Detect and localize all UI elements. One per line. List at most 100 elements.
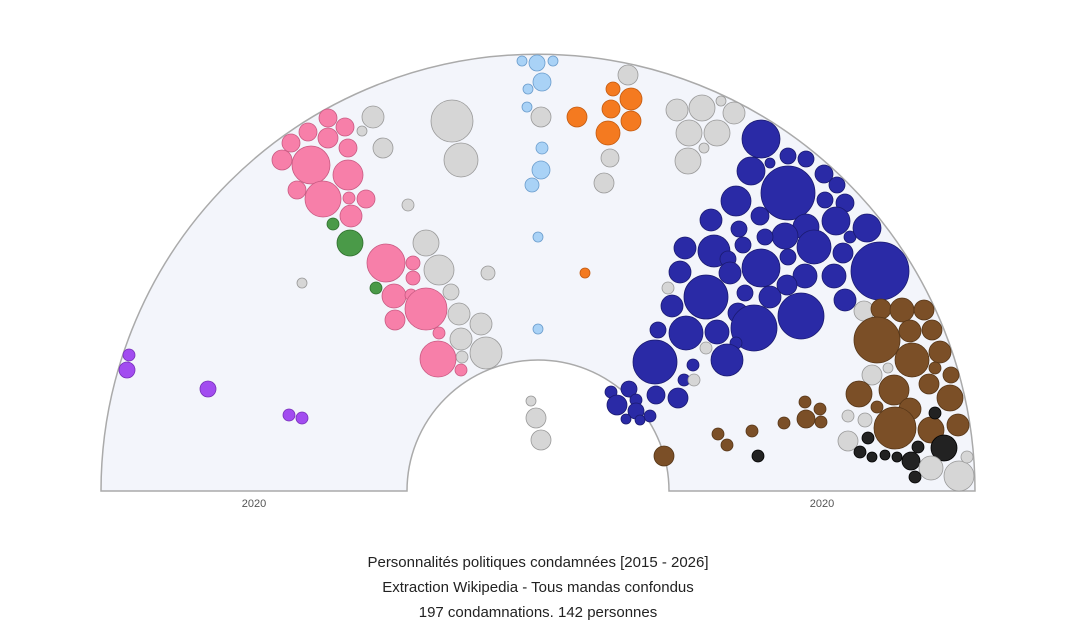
bubble — [620, 413, 632, 425]
bubble — [792, 263, 818, 289]
bubble — [764, 157, 776, 169]
bubble — [336, 229, 364, 257]
bubble — [921, 319, 943, 341]
bubble — [668, 260, 692, 284]
bubble — [936, 384, 964, 412]
bubble — [688, 94, 716, 122]
bubble — [646, 385, 666, 405]
bubble — [423, 254, 455, 286]
bubble — [381, 283, 407, 309]
bubble — [356, 125, 368, 137]
bubble — [593, 172, 615, 194]
bubble — [653, 445, 675, 467]
bubble — [332, 159, 364, 191]
bubble — [412, 229, 440, 257]
bubble — [796, 229, 832, 265]
bubble — [943, 460, 975, 492]
bubble — [879, 449, 891, 461]
caption-title: Personnalités politiques condamnées [201… — [367, 554, 708, 571]
bubble — [798, 395, 812, 409]
bubble — [454, 363, 468, 377]
bubble — [532, 72, 552, 92]
bubble — [620, 380, 638, 398]
bubble — [335, 117, 355, 137]
bubble — [861, 364, 883, 386]
bubble — [699, 208, 723, 232]
bubble — [566, 106, 588, 128]
bubble — [405, 255, 421, 271]
bubble — [287, 180, 307, 200]
bubble — [291, 145, 331, 185]
bubble — [318, 108, 338, 128]
bubble — [660, 294, 684, 318]
bubble — [339, 204, 363, 228]
bubble — [687, 373, 701, 387]
bubble — [419, 340, 457, 378]
bubble — [601, 99, 621, 119]
bubble — [317, 127, 339, 149]
bubble — [771, 222, 799, 250]
bubble — [710, 343, 744, 377]
bubble — [532, 323, 544, 335]
bubble — [816, 191, 834, 209]
bubble — [704, 319, 730, 345]
bubble — [405, 270, 421, 286]
bubble — [605, 81, 621, 97]
bubbles — [118, 54, 975, 492]
bubble — [930, 434, 958, 462]
bubble — [797, 150, 815, 168]
bubble — [516, 55, 528, 67]
bubble — [296, 277, 308, 289]
bubble — [857, 412, 873, 428]
bubble — [814, 164, 834, 184]
bubble — [878, 374, 910, 406]
bubble — [720, 185, 752, 217]
bubble — [643, 409, 657, 423]
bubble — [758, 285, 782, 309]
bubble — [432, 326, 446, 340]
bubble — [898, 319, 922, 343]
bubble — [118, 361, 136, 379]
bubble — [699, 341, 713, 355]
bubble — [525, 407, 547, 429]
bubble — [928, 361, 942, 375]
bubble — [821, 263, 847, 289]
bubble — [530, 429, 552, 451]
bubble — [828, 176, 846, 194]
bubble — [447, 302, 471, 326]
bubble — [199, 380, 217, 398]
bubble — [703, 119, 731, 147]
bubble — [673, 236, 697, 260]
bubble — [928, 340, 952, 364]
bubble — [734, 236, 752, 254]
bubble — [942, 366, 960, 384]
bubble — [741, 119, 781, 159]
bubble — [745, 424, 759, 438]
bubble — [326, 217, 340, 231]
bubble — [911, 440, 925, 454]
bubble — [521, 101, 533, 113]
bubble — [918, 455, 944, 481]
bubble — [530, 106, 552, 128]
bubble — [853, 316, 901, 364]
bubble — [730, 220, 748, 238]
bubble — [736, 156, 766, 186]
bubble — [853, 445, 867, 459]
bubble — [674, 147, 702, 175]
bubble — [524, 177, 540, 193]
bubble — [760, 165, 816, 221]
bubble — [715, 95, 727, 107]
bubble — [356, 189, 376, 209]
bubble — [667, 387, 689, 409]
bubble — [870, 298, 892, 320]
axis-label: 2020 — [242, 498, 266, 510]
bubble — [741, 248, 781, 288]
bubble — [837, 430, 859, 452]
bubble — [282, 408, 296, 422]
bubble — [711, 427, 725, 441]
bubble — [620, 110, 642, 132]
bubble — [901, 451, 921, 471]
bubble — [304, 180, 342, 218]
